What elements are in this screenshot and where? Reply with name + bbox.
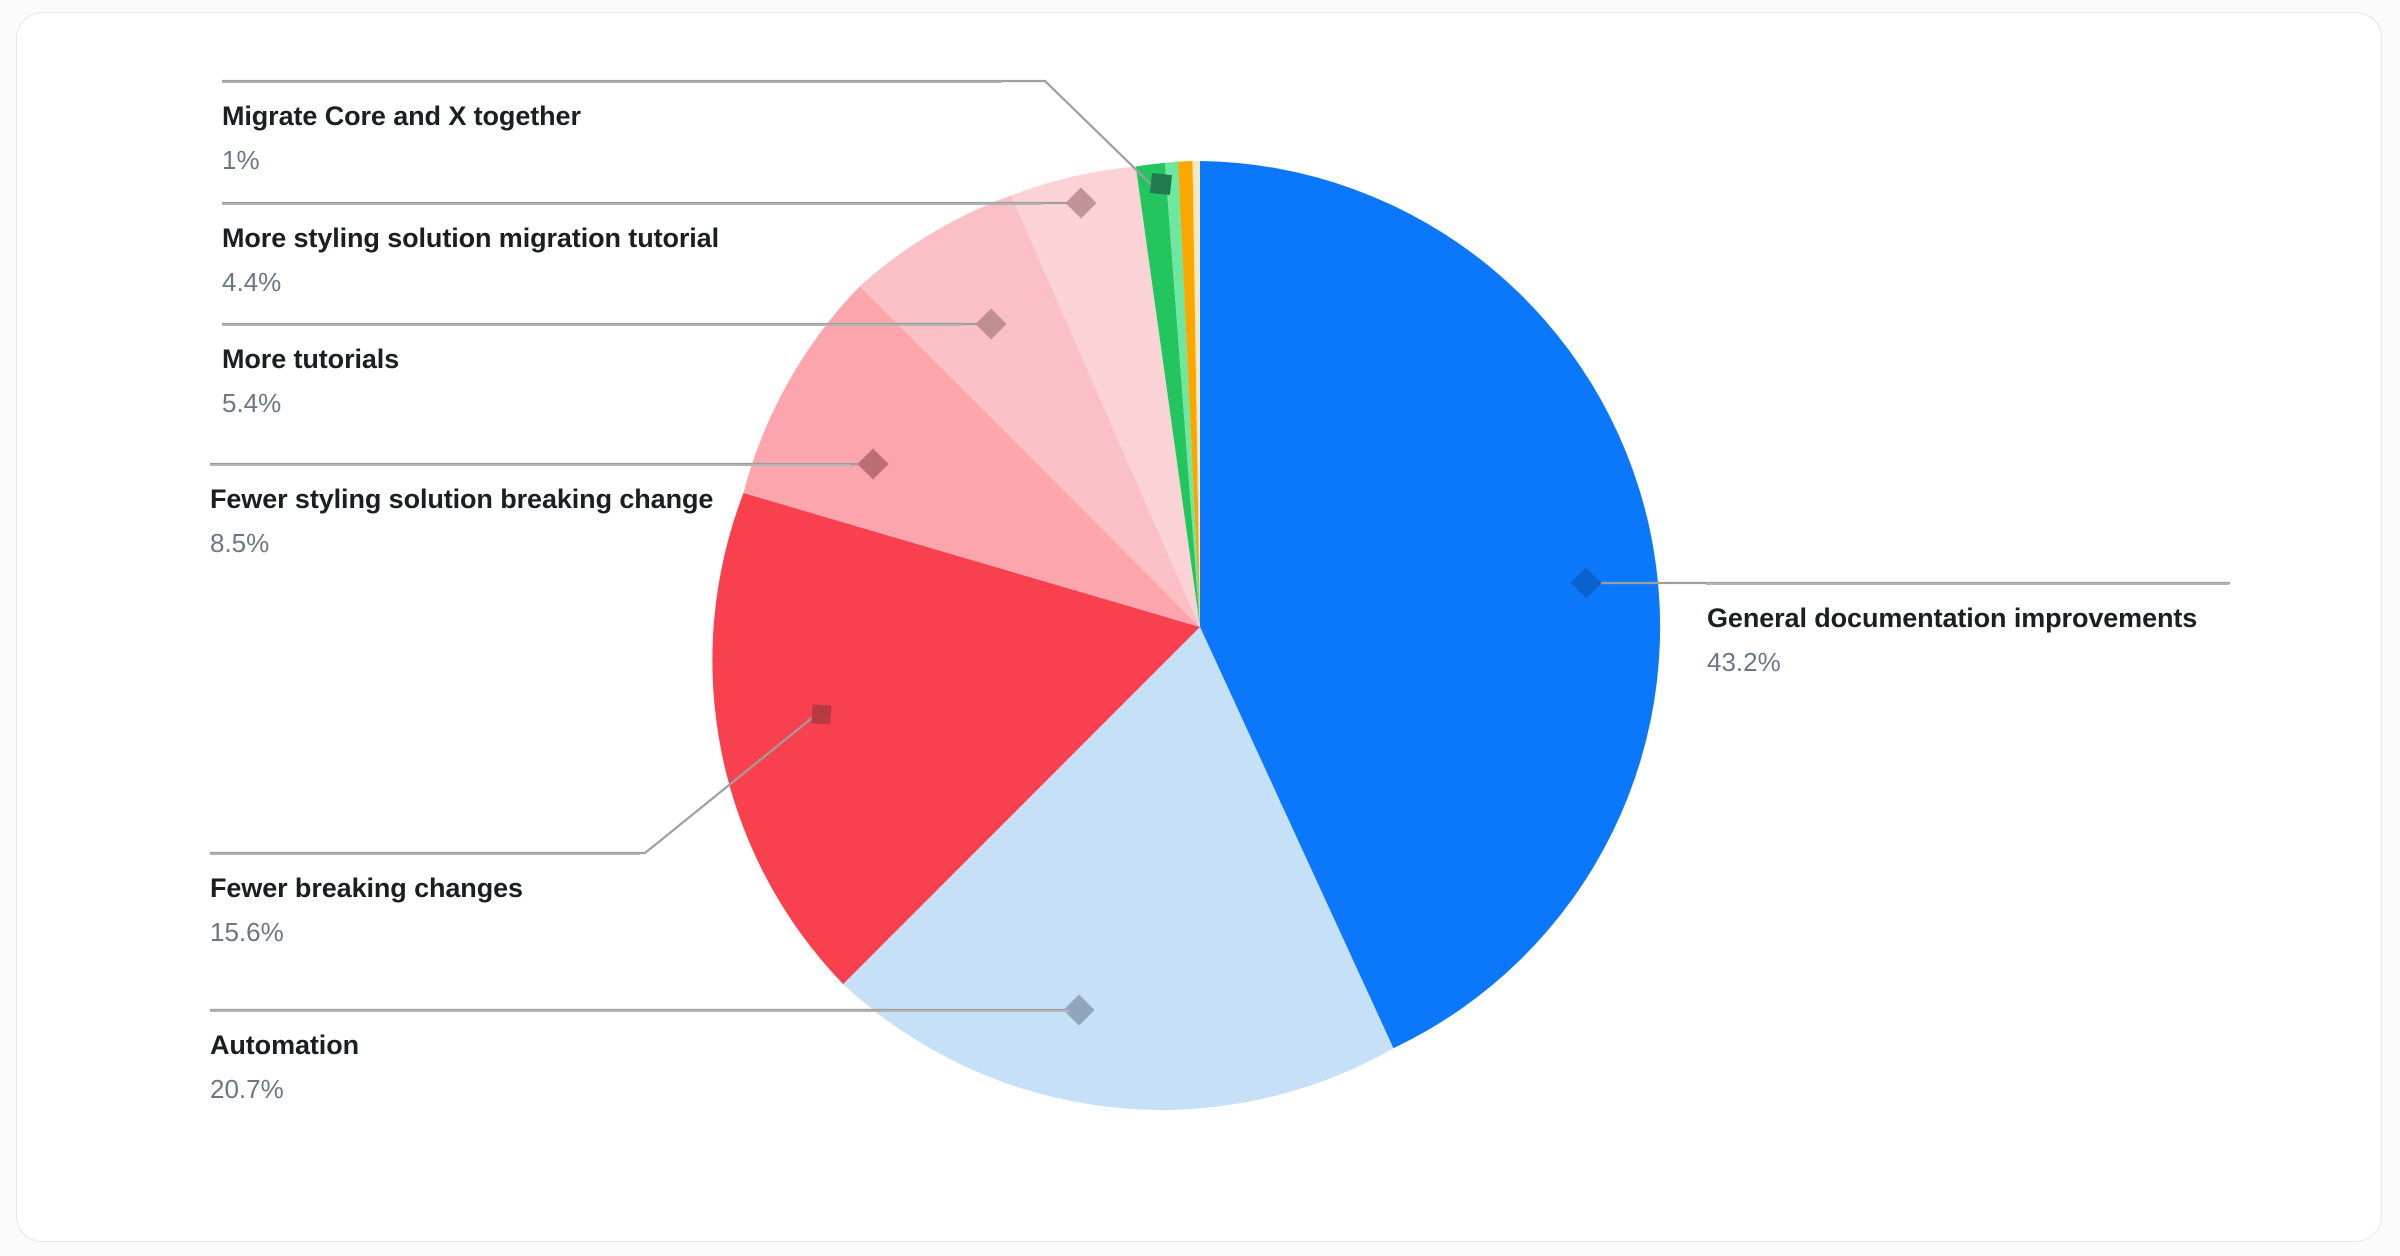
label-value: 20.7%: [210, 1074, 284, 1104]
label-rule: [210, 1010, 1070, 1012]
label-title: Migrate Core and X together: [222, 101, 581, 131]
label-rule: [210, 853, 640, 855]
label-title: Fewer breaking changes: [210, 873, 523, 903]
pie-slice-automation[interactable]: [843, 627, 1394, 1110]
pie-chart-stage: Migrate Core and X together 1% More styl…: [17, 13, 2381, 1241]
pie-slice-fewer-breaking-changes[interactable]: [712, 493, 1200, 985]
label-value: 1%: [222, 145, 260, 175]
marker-fewer-breaking: [811, 704, 832, 725]
label-title: General documentation improvements: [1707, 603, 2198, 633]
marker-styling-breaking: [857, 448, 889, 480]
label-rule: [222, 81, 1002, 83]
pie-slice-unlabeled-1[interactable]: [1164, 161, 1200, 627]
label-title: Fewer styling solution breaking change: [210, 484, 714, 514]
pie-slice-more-styling-solution-migration-tutorial[interactable]: [1011, 166, 1200, 628]
pie-slice-general-documentation-improvements[interactable]: [1200, 161, 1661, 1049]
label-value: 43.2%: [1707, 647, 1781, 677]
pie-slices: [712, 160, 1661, 1110]
label-rule: [222, 203, 1042, 205]
label-value: 15.6%: [210, 917, 284, 947]
marker-more-tutorials: [975, 308, 1007, 340]
label-rule: [222, 324, 962, 326]
pie-slice-migrate-core-and-x-together[interactable]: [1135, 162, 1200, 627]
label-value: 8.5%: [210, 528, 270, 558]
label-rule: [210, 464, 850, 466]
label-value: 4.4%: [222, 267, 282, 297]
label-title: Automation: [210, 1030, 359, 1060]
marker-migrate-core: [1150, 173, 1172, 195]
chart-card: Migrate Core and X together 1% More styl…: [16, 12, 2382, 1242]
pie-slice-unlabeled-2[interactable]: [1178, 161, 1200, 627]
pie-slice-unlabeled-3[interactable]: [1192, 160, 1200, 628]
pie-slice-fewer-styling-solution-breaking-change[interactable]: [743, 286, 1201, 627]
label-title: More styling solution migration tutorial: [222, 223, 720, 253]
label-rule: [1706, 583, 2229, 585]
label-value: 5.4%: [222, 388, 282, 418]
pie-slice-more-tutorials[interactable]: [859, 195, 1200, 627]
label-title: More tutorials: [222, 344, 400, 374]
leader-line-migrate-core: [222, 79, 1157, 190]
